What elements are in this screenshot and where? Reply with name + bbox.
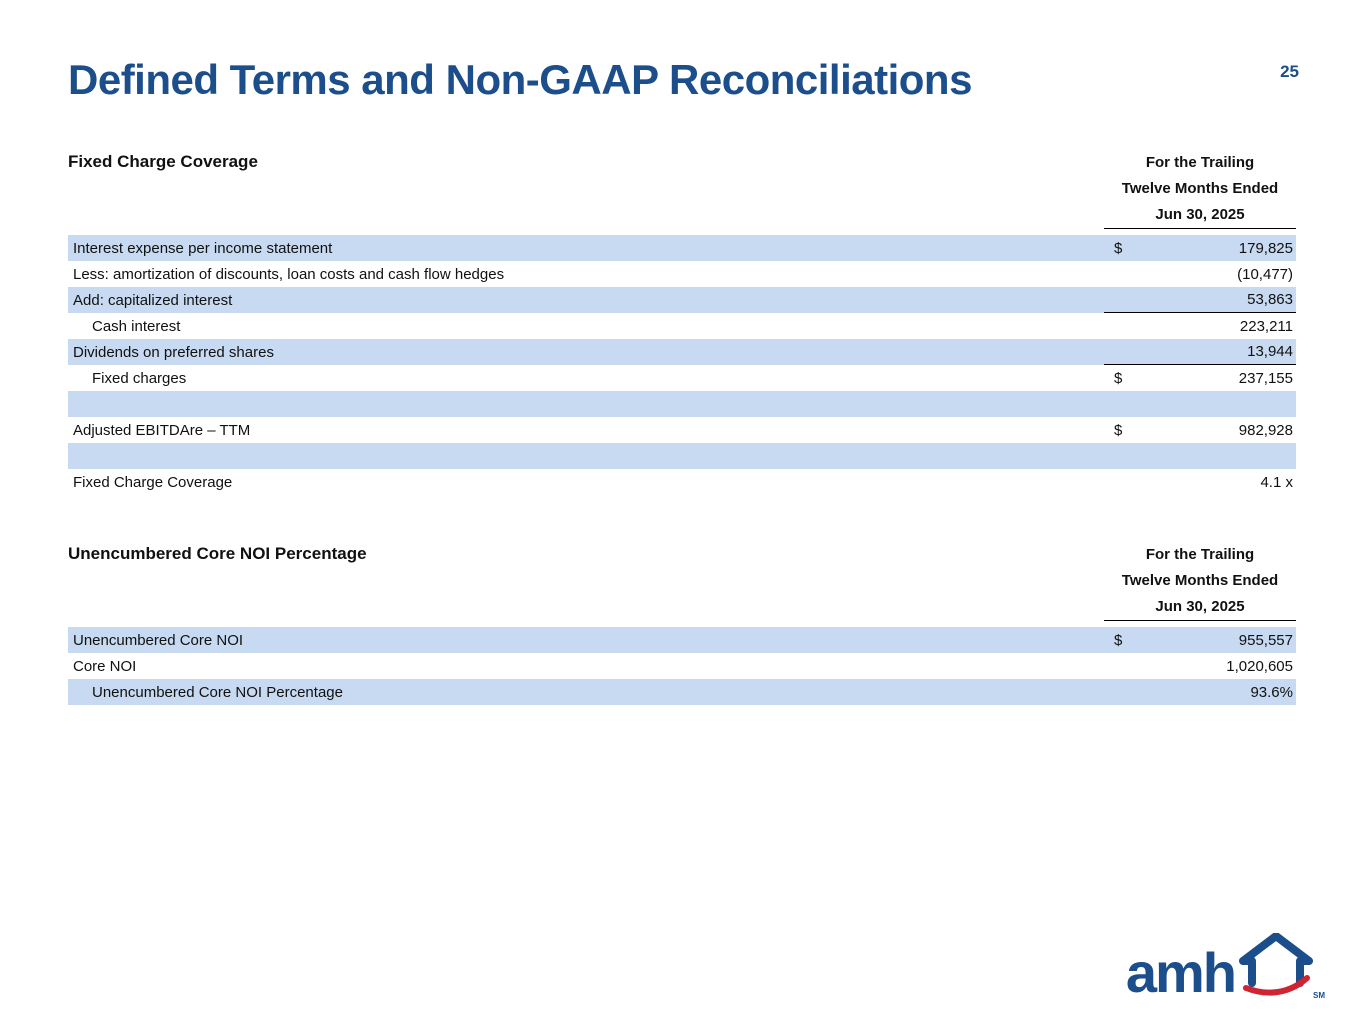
row-label: Cash interest [92, 317, 181, 335]
table-row: Fixed Charge Coverage 4.1 x [68, 469, 1296, 495]
row-label: Fixed charges [92, 369, 187, 387]
value-number: 93.6% [1250, 683, 1293, 701]
row-value: 13,944 [1104, 339, 1296, 365]
amh-logo: amh SM [1125, 929, 1325, 1004]
value-number: 223,211 [1239, 317, 1293, 335]
row-value: $982,928 [1104, 417, 1296, 443]
column-header: For the Trailing Twelve Months Ended Jun… [1104, 542, 1296, 621]
logo-text: amh [1125, 940, 1237, 1004]
table-row: Dividends on preferred shares 13,944 [68, 339, 1296, 365]
page-number: 25 [1280, 62, 1299, 81]
row-value: 223,211 [1104, 313, 1296, 339]
table-row: Add: capitalized interest 53,863 [68, 287, 1296, 313]
dollar-sign: $ [1114, 631, 1123, 649]
row-label: Add: capitalized interest [73, 291, 233, 309]
row-value: (10,477) [1104, 261, 1296, 287]
row-value: $237,155 [1104, 365, 1296, 391]
dollar-sign: $ [1114, 239, 1123, 257]
table-row: Interest expense per income statement $17… [68, 235, 1296, 261]
logo-sm-mark: SM [1313, 991, 1325, 1000]
table-head: Unencumbered Core NOI Percentage For the… [68, 542, 1296, 621]
row-value: 93.6% [1104, 679, 1296, 705]
row-label: Core NOI [73, 657, 137, 675]
table-row: Less: amortization of discounts, loan co… [68, 261, 1296, 287]
table-rows: Interest expense per income statement $17… [68, 235, 1296, 495]
row-label: Dividends on preferred shares [73, 343, 274, 361]
column-header-date: Jun 30, 2025 [1104, 202, 1296, 229]
value-number: 179,825 [1238, 239, 1293, 257]
row-label: Interest expense per income statement [73, 239, 333, 257]
column-header-line: Twelve Months Ended [1121, 572, 1279, 589]
value-number: 982,928 [1238, 421, 1293, 439]
row-label: Fixed Charge Coverage [73, 473, 233, 491]
row-value: 53,863 [1104, 287, 1296, 313]
row-label: Unencumbered Core NOI Percentage [92, 683, 343, 701]
column-header: For the Trailing Twelve Months Ended Jun… [1104, 150, 1296, 229]
value-number: 237,155 [1238, 369, 1293, 387]
page-title: Defined Terms and Non-GAAP Reconciliatio… [68, 56, 972, 103]
table-row: Unencumbered Core NOI Percentage 93.6% [68, 679, 1296, 705]
row-value: 1,020,605 [1104, 653, 1296, 679]
dollar-sign: $ [1114, 369, 1123, 387]
table-row: Unencumbered Core NOI $955,557 [68, 627, 1296, 653]
table-row: Fixed charges $237,155 [68, 365, 1296, 391]
row-value: $179,825 [1104, 235, 1296, 261]
unencumbered-core-noi-table: Unencumbered Core NOI Percentage For the… [68, 542, 1296, 705]
dollar-sign: $ [1114, 421, 1123, 439]
row-label: Adjusted EBITDAre – TTM [73, 421, 251, 439]
column-header-line: For the Trailing [1145, 154, 1255, 171]
fixed-charge-coverage-table: Fixed Charge Coverage For the Trailing T… [68, 150, 1296, 495]
row-value: 4.1 x [1104, 469, 1296, 495]
value-number: 955,557 [1238, 631, 1293, 649]
table-row: Core NOI 1,020,605 [68, 653, 1296, 679]
column-header-line: For the Trailing [1145, 546, 1255, 563]
table-row: Cash interest 223,211 [68, 313, 1296, 339]
value-number: 13,944 [1247, 343, 1293, 360]
row-label: Unencumbered Core NOI [73, 631, 244, 649]
row-value: $955,557 [1104, 627, 1296, 653]
section-title-fixed-charge-coverage: Fixed Charge Coverage [68, 152, 258, 171]
table-head: Fixed Charge Coverage For the Trailing T… [68, 150, 1296, 229]
column-header-line: Twelve Months Ended [1121, 180, 1279, 197]
row-label: Less: amortization of discounts, loan co… [73, 265, 505, 283]
value-number: 53,863 [1247, 291, 1293, 308]
value-number: (10,477) [1237, 265, 1293, 283]
value-number: 4.1 x [1260, 473, 1293, 491]
house-icon [1239, 932, 1313, 1002]
section-title-unencumbered-core-noi: Unencumbered Core NOI Percentage [68, 544, 367, 563]
spacer-row [68, 443, 1296, 469]
spacer-row [68, 391, 1296, 417]
table-rows: Unencumbered Core NOI $955,557 Core NOI 1,0… [68, 627, 1296, 705]
column-header-date: Jun 30, 2025 [1104, 594, 1296, 621]
table-row: Adjusted EBITDAre – TTM $982,928 [68, 417, 1296, 443]
value-number: 1,020,605 [1226, 657, 1293, 675]
